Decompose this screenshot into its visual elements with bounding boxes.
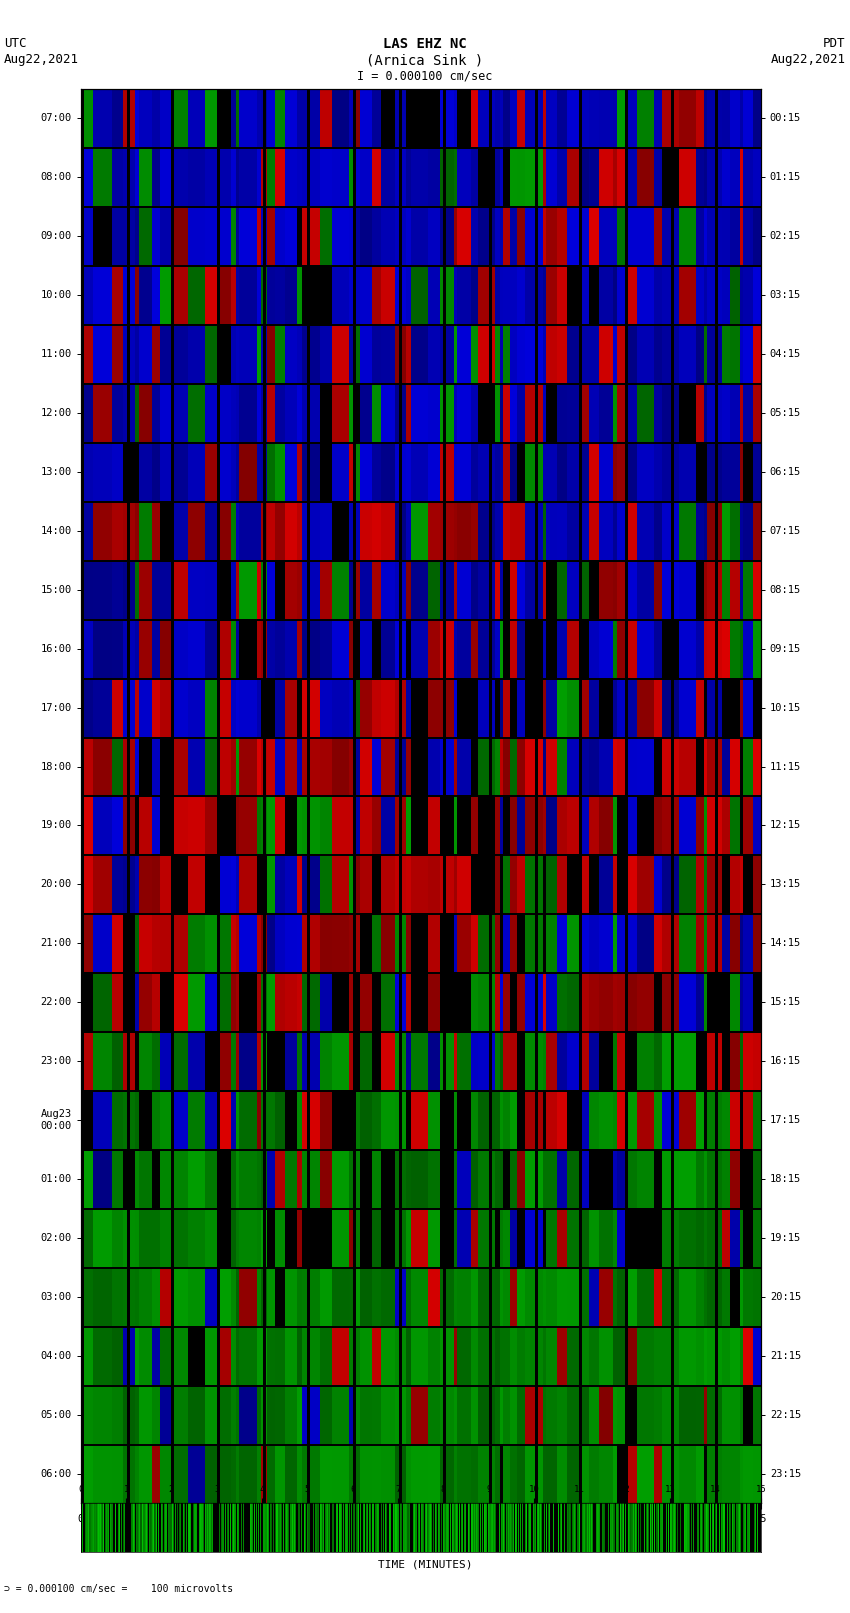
Text: UTC: UTC <box>4 37 26 50</box>
Text: ⊃ = 0.000100 cm/sec =    100 microvolts: ⊃ = 0.000100 cm/sec = 100 microvolts <box>4 1584 234 1594</box>
Text: PDT: PDT <box>824 37 846 50</box>
Text: (Arnica Sink ): (Arnica Sink ) <box>366 53 484 68</box>
Text: TIME (MINUTES): TIME (MINUTES) <box>377 1560 473 1569</box>
Text: LAS EHZ NC: LAS EHZ NC <box>383 37 467 52</box>
Text: Aug22,2021: Aug22,2021 <box>4 53 79 66</box>
Text: Aug22,2021: Aug22,2021 <box>771 53 846 66</box>
Text: I = 0.000100 cm/sec: I = 0.000100 cm/sec <box>357 69 493 82</box>
